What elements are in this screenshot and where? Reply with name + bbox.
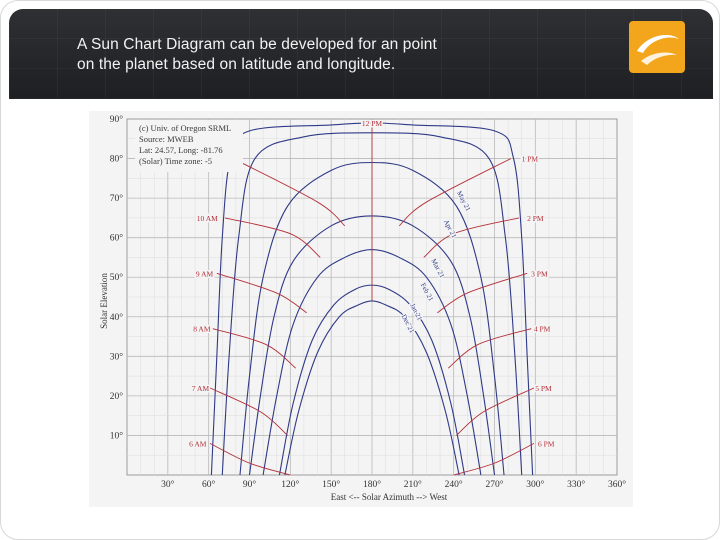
x-tick-label: 60° bbox=[202, 479, 216, 490]
x-tick-label: 300° bbox=[526, 479, 544, 490]
x-tick-label: 360° bbox=[608, 479, 626, 490]
hour-label: 3 PM bbox=[531, 269, 548, 278]
slide-title-line-1: A Sun Chart Diagram can be developed for… bbox=[77, 36, 437, 53]
y-tick-label: 80° bbox=[110, 154, 124, 165]
slide-title-line-2: on the planet based on latitude and long… bbox=[77, 56, 396, 73]
hour-curve bbox=[398, 158, 512, 227]
y-tick-label: 40° bbox=[110, 312, 124, 323]
hour-curve bbox=[224, 217, 321, 258]
annotation-box: (c) Univ. of Oregon SRML Source: MWEB La… bbox=[135, 120, 243, 172]
y-tick-label: 50° bbox=[110, 272, 124, 283]
y-tick-label: 70° bbox=[110, 193, 124, 204]
hour-curve bbox=[232, 158, 346, 227]
hour-curve bbox=[209, 442, 291, 476]
hour-curve bbox=[209, 387, 288, 436]
hour-label: 10 AM bbox=[197, 214, 218, 223]
hour-label: 6 PM bbox=[538, 439, 555, 448]
annotation-line-3: Lat: 24.57, Long: -81.76 bbox=[139, 145, 223, 155]
annotation-line-2: Source: MWEB bbox=[139, 134, 194, 144]
solar-panel-texture bbox=[9, 9, 713, 99]
sun-swoosh-logo-icon bbox=[629, 21, 685, 73]
x-tick-label: 210° bbox=[404, 479, 422, 490]
x-axis-label: East <-- Solar Azimuth --> West bbox=[331, 492, 448, 502]
hour-curve bbox=[453, 442, 535, 476]
date-label: Dec 21 bbox=[400, 313, 417, 335]
slide-title: A Sun Chart Diagram can be developed for… bbox=[77, 35, 557, 75]
date-label: Feb 21 bbox=[419, 282, 435, 303]
y-tick-label: 30° bbox=[110, 351, 124, 362]
date-label: May 21 bbox=[455, 190, 472, 213]
x-tick-label: 90° bbox=[243, 479, 257, 490]
y-tick-label: 60° bbox=[110, 233, 124, 244]
hour-label: 9 AM bbox=[196, 269, 214, 278]
x-tick-label: 180° bbox=[363, 479, 381, 490]
date-label: Mar 21 bbox=[429, 257, 446, 279]
hour-curves bbox=[209, 119, 535, 476]
hour-curve bbox=[216, 272, 307, 314]
hour-label: 1 PM bbox=[522, 155, 539, 164]
hour-curve bbox=[423, 217, 520, 258]
hour-curve bbox=[456, 387, 535, 436]
hour-label: 8 AM bbox=[193, 325, 211, 334]
hour-label: 4 PM bbox=[534, 325, 551, 334]
date-curve bbox=[284, 300, 460, 476]
y-tick-label: 10° bbox=[110, 430, 124, 441]
y-tick-label: 90° bbox=[110, 114, 124, 125]
hour-curve bbox=[437, 272, 528, 314]
y-tick-label: 20° bbox=[110, 391, 124, 402]
hour-curve bbox=[447, 328, 532, 369]
hour-curve bbox=[212, 328, 297, 369]
annotation-line-4: (Solar) Time zone: -5 bbox=[139, 156, 212, 166]
x-tick-label: 330° bbox=[567, 479, 585, 490]
tick-labels: 30° 60° 90° 120° 150° 180° 210° 240° 270° 300° 330… bbox=[110, 114, 627, 490]
header-band bbox=[9, 9, 713, 99]
x-tick-label: 240° bbox=[445, 479, 463, 490]
x-tick-label: 120° bbox=[281, 479, 299, 490]
hour-label: 2 PM bbox=[527, 214, 544, 223]
x-tick-label: 270° bbox=[485, 479, 503, 490]
hour-label: 7 AM bbox=[192, 384, 210, 393]
date-label: Apr 21 bbox=[442, 218, 459, 240]
x-tick-label: 30° bbox=[161, 479, 175, 490]
x-tick-label: 150° bbox=[322, 479, 340, 490]
hour-label: 12 PM bbox=[362, 119, 383, 128]
y-axis-label: Solar Elevation bbox=[99, 273, 109, 329]
annotation-line-1: (c) Univ. of Oregon SRML bbox=[139, 123, 231, 133]
hour-label: 5 PM bbox=[535, 384, 552, 393]
hour-label: 6 AM bbox=[189, 439, 207, 448]
